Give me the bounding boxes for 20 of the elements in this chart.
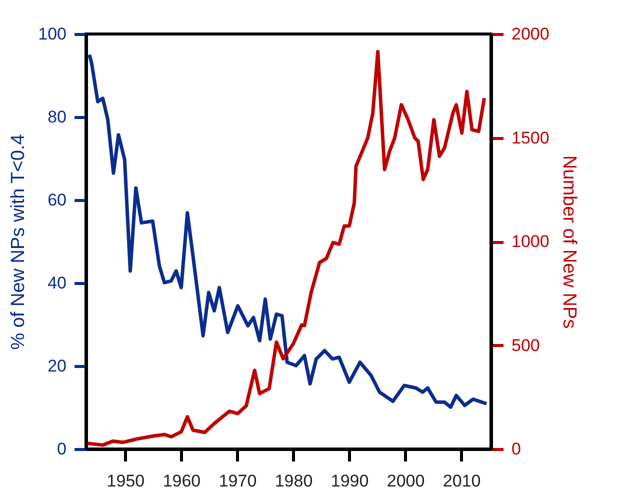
y2-tick-label: 500: [512, 336, 540, 355]
x-tick-label: 1950: [106, 472, 145, 490]
y-tick-label: 80: [48, 108, 66, 126]
x-tick-label: 1990: [330, 472, 369, 490]
x-tick-label: 2010: [442, 472, 481, 490]
y-axis-title: % of New NPs with T<0.4: [8, 134, 30, 350]
x-tick-label: 2000: [386, 472, 425, 490]
x-tick-label: 1970: [218, 472, 257, 490]
y2-tick-label: 1500: [512, 128, 550, 148]
y2-tick-label: 1000: [512, 232, 550, 251]
y2-tick-label: 2000: [512, 24, 550, 44]
y-tick-label: 0: [57, 440, 66, 458]
x-tick-label: 1960: [162, 472, 201, 490]
y-tick-label: 60: [48, 190, 66, 210]
y2-axis-title: Number of New NPs: [558, 155, 580, 329]
y-tick-label: 40: [48, 274, 66, 292]
x-tick-label: 1980: [274, 472, 313, 490]
y-tick-label: 20: [48, 356, 66, 376]
y-tick-label: 100: [38, 24, 66, 44]
y2-tick-label: 0: [512, 440, 521, 458]
